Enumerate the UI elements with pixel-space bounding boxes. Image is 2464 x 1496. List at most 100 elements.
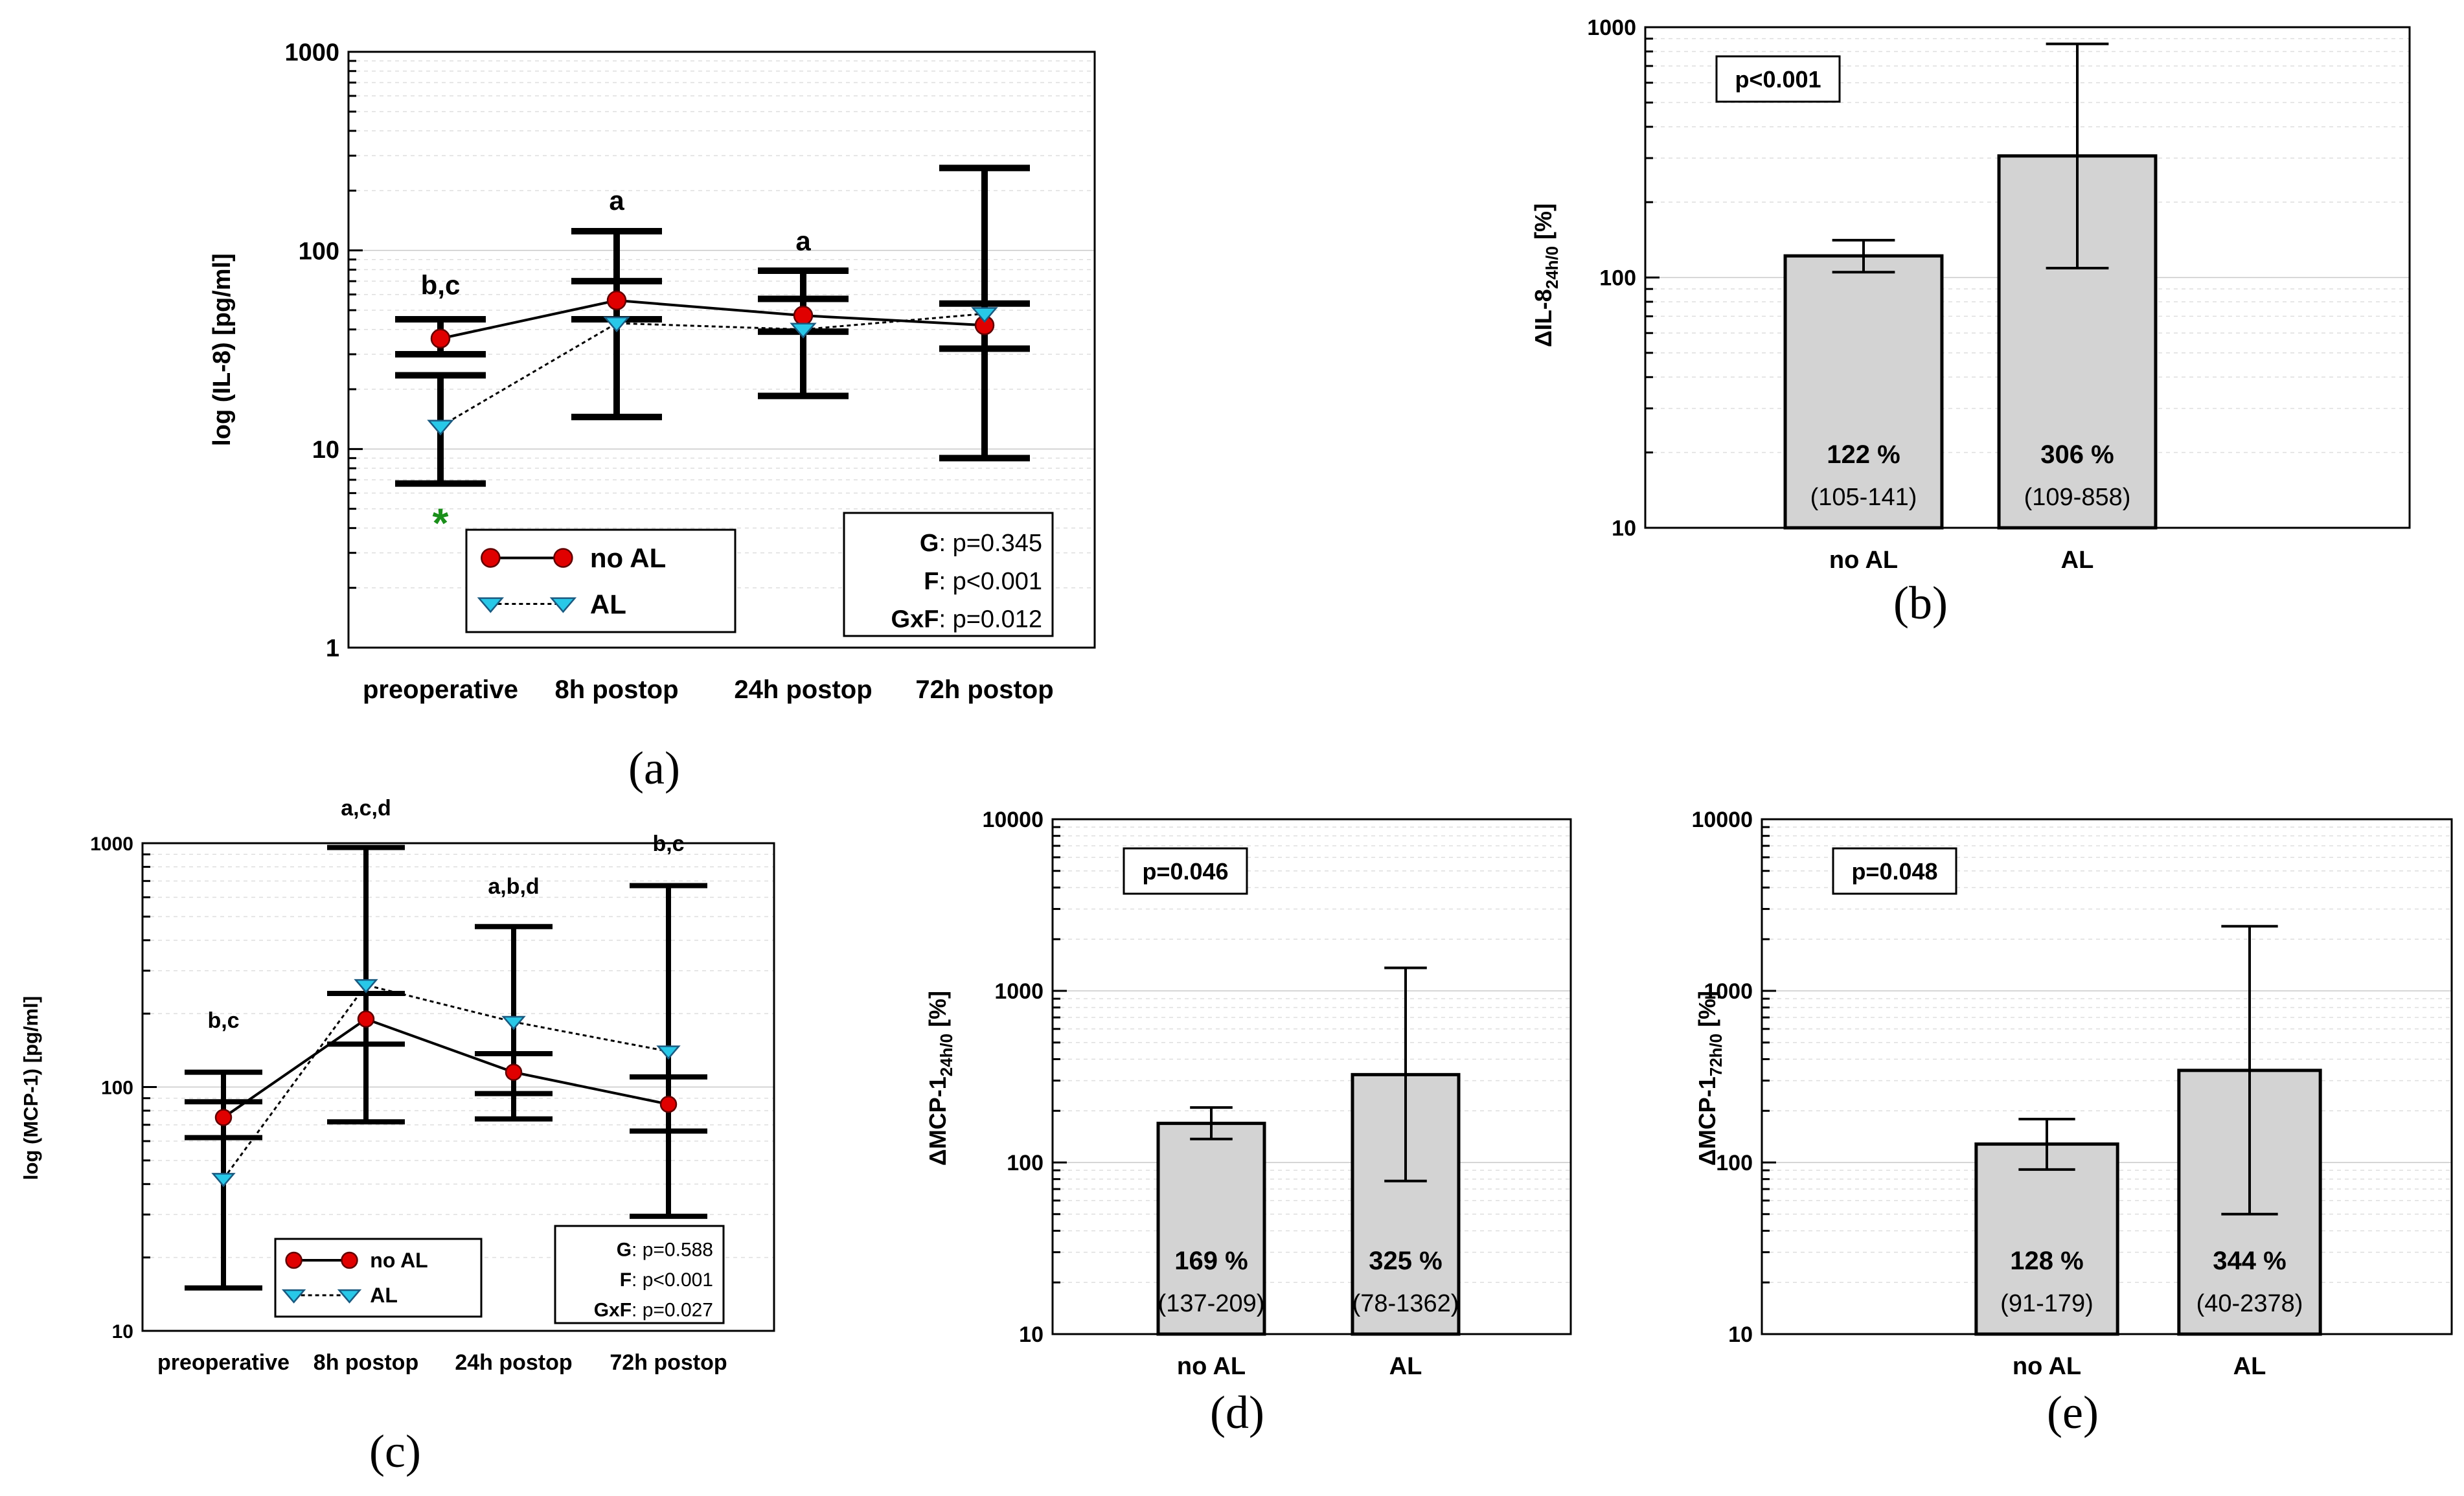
chart-c-significance-label: a,c,d bbox=[341, 796, 391, 821]
chart-c-legend-marker-no-al bbox=[285, 1251, 302, 1269]
chart-c-xtick-label: preoperative bbox=[157, 1350, 290, 1375]
chart-a-legend-marker-no-al bbox=[553, 548, 573, 568]
chart-d-ylabel-main: ΔMCP-1 bbox=[924, 1076, 951, 1166]
chart-a-point-no-al bbox=[793, 305, 814, 326]
chart-c-point-no-al bbox=[505, 1063, 523, 1081]
chart-d-pvalue-box bbox=[1123, 847, 1248, 895]
chart-a-ytick-label: 1000 bbox=[284, 40, 339, 67]
chart-a-significance-label: a bbox=[795, 226, 811, 256]
chart-a-legend-marker-no-al bbox=[481, 548, 501, 568]
chart-c-legend-label-al: AL bbox=[370, 1284, 398, 1307]
chart-e-ytick-label: 100 bbox=[1716, 1151, 1753, 1175]
chart-b-pvalue: p<0.001 bbox=[1735, 66, 1821, 93]
chart-c-stat-key: G bbox=[617, 1240, 632, 1261]
chart-a-significance-label: b,c bbox=[421, 270, 461, 300]
chart-d-range-label: (78-1362) bbox=[1352, 1290, 1459, 1317]
chart-d-ylabel-tail: [%] bbox=[924, 991, 951, 1034]
chart-e-bar bbox=[1974, 1142, 2119, 1336]
chart-a-legend-label-al: AL bbox=[590, 589, 626, 619]
chart-c-ytick-label: 10 bbox=[112, 1321, 133, 1343]
chart-c-legend-label-no-al: no AL bbox=[370, 1249, 428, 1272]
chart-e-ylabel-main: ΔMCP-1 bbox=[1694, 1076, 1720, 1166]
chart-a-ytick-label: 1 bbox=[326, 635, 339, 663]
chart-b-value-label: 306 % bbox=[2040, 440, 2114, 469]
chart-d-ytick-label: 10 bbox=[1019, 1322, 1044, 1347]
chart-e-caption: (e) bbox=[2047, 1387, 2099, 1438]
chart-a-legend-marker-al bbox=[477, 597, 505, 613]
chart-a-significance-label: a bbox=[609, 185, 624, 216]
chart-d-plot-frame bbox=[1051, 818, 1572, 1335]
chart-d-xtick-label: AL bbox=[1389, 1353, 1422, 1380]
chart-a-legend-marker-al bbox=[549, 597, 577, 613]
chart-c-series-line-al bbox=[222, 984, 669, 1180]
chart-c-xtick-label: 8h postop bbox=[314, 1350, 418, 1375]
chart-a-series-line-no-al bbox=[440, 299, 985, 340]
chart-e-pvalue-box bbox=[1832, 847, 1957, 895]
chart-b: 10 100 1000 122 % (105-141) no AL 306 % (109-85… bbox=[1530, 16, 2411, 629]
chart-a-star-marker: * bbox=[433, 499, 449, 546]
chart-a-stat-value: : p<0.001 bbox=[939, 568, 1042, 595]
chart-d-value-label: 169 % bbox=[1174, 1247, 1248, 1275]
chart-c-point-al bbox=[354, 979, 378, 993]
chart-b-ylabel: ΔIL-824h/0 [%] bbox=[1530, 203, 1562, 347]
chart-c-series-line-no-al bbox=[222, 1017, 669, 1119]
chart-a-stat-value: : p=0.345 bbox=[939, 530, 1042, 557]
chart-a-point-al bbox=[790, 323, 817, 339]
chart-c-stats-box bbox=[554, 1225, 725, 1324]
chart-c-significance-label: a,b,d bbox=[488, 874, 539, 899]
chart-a-xtick-label: 72h postop bbox=[915, 675, 1053, 704]
chart-a: 1 10 100 1000 preoperative 8h postop 24h posto… bbox=[209, 40, 1096, 794]
chart-a-stat-line: GxF: p=0.012 bbox=[891, 606, 1042, 633]
chart-c-point-al bbox=[211, 1173, 236, 1188]
chart-c-stat-line: GxF: p=0.027 bbox=[594, 1300, 713, 1321]
chart-b-caption: (b) bbox=[1893, 577, 1948, 629]
chart-e-value-label: 128 % bbox=[2010, 1247, 2083, 1275]
chart-b-xtick-label: AL bbox=[2061, 547, 2094, 574]
chart-d-ytick-label: 100 bbox=[1007, 1151, 1044, 1175]
chart-c-legend-marker-al bbox=[281, 1289, 306, 1304]
chart-c-caption: (c) bbox=[369, 1425, 421, 1477]
chart-c-legend-marker-no-al bbox=[341, 1251, 358, 1269]
chart-a-stat-line: F: p<0.001 bbox=[924, 568, 1042, 595]
chart-c-stat-line: F: p<0.001 bbox=[620, 1269, 713, 1291]
chart-b-xtick-label: no AL bbox=[1829, 547, 1898, 574]
chart-c-stat-key: F bbox=[620, 1269, 632, 1291]
chart-b-ylabel-tail: [%] bbox=[1530, 203, 1557, 246]
chart-e-range-label: (40-2378) bbox=[2196, 1290, 2303, 1317]
chart-c-stat-value: : p=0.588 bbox=[632, 1240, 713, 1261]
chart-e-range-label: (91-179) bbox=[2000, 1290, 2093, 1317]
chart-e-ytick-label: 1000 bbox=[1704, 979, 1753, 1004]
chart-d: 10 100 1000 10000 169 % (137-209) no AL 325 % (7… bbox=[924, 808, 1572, 1438]
chart-b-ytick-label: 1000 bbox=[1587, 16, 1636, 40]
chart-e-ylabel-sub: 72h/0 bbox=[1707, 1034, 1726, 1076]
chart-a-stats-box bbox=[843, 512, 1054, 637]
chart-c-point-no-al bbox=[659, 1095, 678, 1113]
chart-c-legend-marker-al bbox=[337, 1289, 362, 1304]
chart-a-ylabel: log (IL-8) [pg/ml] bbox=[209, 253, 236, 446]
chart-a-point-al bbox=[971, 307, 998, 323]
chart-a-plot-frame bbox=[347, 51, 1096, 649]
chart-c-point-no-al bbox=[214, 1109, 233, 1126]
chart-b-range-label: (105-141) bbox=[1810, 484, 1917, 511]
chart-d-value-label: 325 % bbox=[1369, 1247, 1442, 1275]
chart-b-ylabel-main: ΔIL-8 bbox=[1530, 289, 1557, 347]
chart-a-stat-key: G bbox=[920, 530, 939, 557]
chart-a-stat-line: G: p=0.345 bbox=[920, 530, 1042, 557]
chart-a-point-no-al bbox=[430, 328, 451, 348]
chart-a-ytick-label: 100 bbox=[299, 238, 339, 265]
chart-a-xtick-label: preoperative bbox=[363, 675, 518, 704]
chart-d-range-label: (137-209) bbox=[1158, 1290, 1265, 1317]
chart-c-stat-value: : p=0.027 bbox=[632, 1300, 713, 1321]
chart-a-legend-label-no-al: no AL bbox=[590, 543, 666, 573]
chart-e-ytick-label: 10000 bbox=[1691, 808, 1753, 832]
chart-c-ytick-label: 100 bbox=[101, 1077, 133, 1098]
chart-c-legend bbox=[274, 1238, 483, 1318]
chart-d-ylabel-sub: 24h/0 bbox=[938, 1034, 956, 1076]
chart-d-ytick-label: 1000 bbox=[994, 979, 1044, 1004]
chart-c-point-al bbox=[656, 1045, 681, 1060]
chart-c-significance-label: b,c bbox=[652, 832, 684, 856]
chart-b-value-label: 122 % bbox=[1827, 440, 1900, 469]
chart-a-ytick-label: 10 bbox=[312, 436, 339, 464]
chart-e-xtick-label: no AL bbox=[2013, 1353, 2081, 1380]
